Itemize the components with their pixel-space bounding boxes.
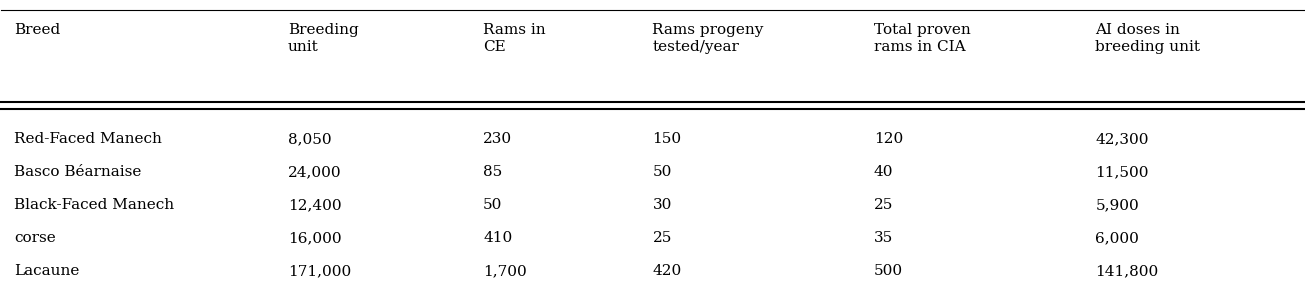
Text: Total proven
rams in CIA: Total proven rams in CIA	[874, 23, 971, 54]
Text: corse: corse	[14, 231, 56, 245]
Text: 1,700: 1,700	[483, 264, 527, 278]
Text: 42,300: 42,300	[1095, 132, 1148, 146]
Text: 50: 50	[483, 198, 502, 212]
Text: 35: 35	[874, 231, 893, 245]
Text: Lacaune: Lacaune	[14, 264, 80, 278]
Text: 30: 30	[652, 198, 672, 212]
Text: Red-Faced Manech: Red-Faced Manech	[14, 132, 162, 146]
Text: 410: 410	[483, 231, 513, 245]
Text: 150: 150	[652, 132, 681, 146]
Text: 5,900: 5,900	[1095, 198, 1139, 212]
Text: 25: 25	[652, 231, 672, 245]
Text: AI doses in
breeding unit: AI doses in breeding unit	[1095, 23, 1201, 54]
Text: Rams in
CE: Rams in CE	[483, 23, 545, 54]
Text: 141,800: 141,800	[1095, 264, 1159, 278]
Text: 230: 230	[483, 132, 513, 146]
Text: 24,000: 24,000	[288, 165, 342, 179]
Text: 40: 40	[874, 165, 894, 179]
Text: Breeding
unit: Breeding unit	[288, 23, 359, 54]
Text: 171,000: 171,000	[288, 264, 351, 278]
Text: 8,050: 8,050	[288, 132, 331, 146]
Text: Rams progeny
tested/year: Rams progeny tested/year	[652, 23, 763, 54]
Text: 500: 500	[874, 264, 903, 278]
Text: 6,000: 6,000	[1095, 231, 1139, 245]
Text: 12,400: 12,400	[288, 198, 342, 212]
Text: 50: 50	[652, 165, 672, 179]
Text: 25: 25	[874, 198, 893, 212]
Text: 85: 85	[483, 165, 502, 179]
Text: 16,000: 16,000	[288, 231, 342, 245]
Text: 420: 420	[652, 264, 681, 278]
Text: Basco Béarnaise: Basco Béarnaise	[14, 165, 142, 179]
Text: 120: 120	[874, 132, 903, 146]
Text: Black-Faced Manech: Black-Faced Manech	[14, 198, 175, 212]
Text: Breed: Breed	[14, 23, 60, 37]
Text: 11,500: 11,500	[1095, 165, 1148, 179]
